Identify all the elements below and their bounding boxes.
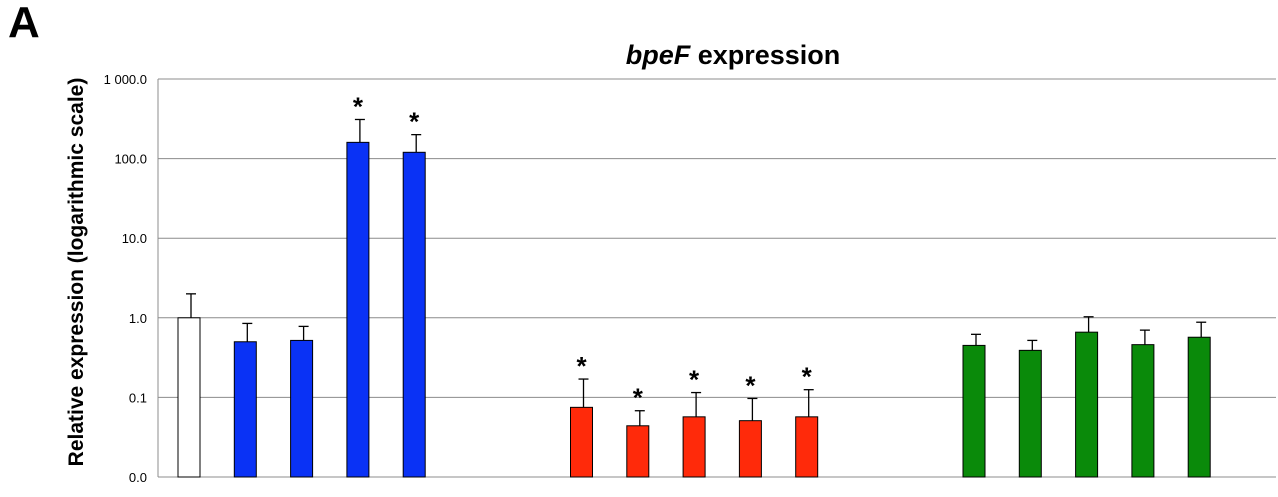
chart-title: bpeF expression (626, 40, 841, 70)
y-axis-label: Relative expression (logarithmic scale) (65, 78, 88, 467)
bar (1187, 336, 1211, 478)
bar (738, 420, 762, 478)
significance-star: * (576, 351, 587, 381)
y-tick-label: 100.0 (114, 152, 147, 167)
bar (290, 339, 314, 478)
y-tick-label: 0.1 (129, 390, 147, 405)
bar (1131, 344, 1155, 478)
error-bars (186, 118, 1207, 426)
significance-star: * (409, 107, 420, 137)
bar (682, 416, 706, 478)
significance-star: * (633, 383, 644, 413)
bar (1018, 349, 1042, 478)
y-tick-label: 1 000.0 (104, 72, 147, 87)
y-tick-label: 10.0 (122, 231, 147, 246)
bar (795, 416, 819, 478)
panel-label: A (8, 0, 40, 47)
significance-star: * (745, 370, 756, 400)
bar (962, 344, 986, 478)
significance-markers: * * * * * * * (353, 91, 813, 412)
y-tick-label: 0.0 (129, 470, 147, 485)
chart-title-rest: expression (690, 40, 840, 70)
chart-title-gene: bpeF (626, 40, 692, 70)
y-tick-labels: 0.0 0.1 1.0 10.0 100.0 1 000.0 (104, 72, 147, 485)
bar (402, 151, 426, 478)
gridlines (157, 78, 1276, 478)
significance-star: * (689, 365, 700, 395)
significance-star: * (353, 91, 364, 121)
bar (177, 317, 201, 478)
bar (233, 341, 257, 478)
bars (177, 141, 1211, 478)
bar (570, 406, 593, 478)
bar (346, 141, 370, 478)
y-tick-label: 1.0 (129, 311, 147, 326)
bar (626, 425, 650, 478)
bar (1075, 331, 1099, 478)
significance-star: * (802, 362, 813, 392)
